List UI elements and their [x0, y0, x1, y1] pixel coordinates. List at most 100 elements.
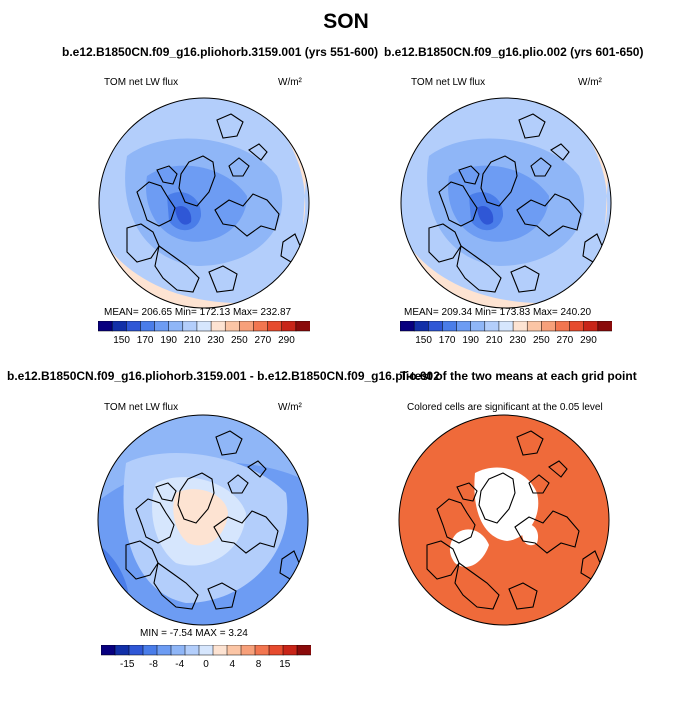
colorbar-segment [296, 645, 311, 656]
map-boundary [400, 97, 612, 309]
colorbar-tick-label: -8 [149, 659, 158, 670]
coastline [213, 510, 279, 554]
panel-3-colorbar: -15 -8 -4 0 4 8 15 [101, 645, 311, 670]
colorbar-segment [512, 321, 528, 332]
colorbar-segment [295, 321, 310, 332]
coastline [550, 143, 570, 161]
coastline [153, 562, 199, 610]
map-boundary [97, 414, 309, 626]
colorbar-segment [484, 321, 500, 332]
colorbar-segment [154, 321, 170, 332]
coastline [156, 165, 178, 185]
map-boundary [398, 414, 610, 626]
coastline [154, 245, 200, 293]
panel-3-title: b.e12.B1850CN.f09_g16.pliohorb.3159.001 … [7, 369, 440, 383]
panel-3-variable-label: TOM net LW flux [104, 402, 179, 413]
colorbar-segment [198, 645, 214, 656]
colorbar-tick-label: 210 [486, 335, 503, 346]
coastline [216, 113, 244, 139]
colorbar-tick-label: -15 [120, 659, 135, 670]
colorbar-segment [224, 321, 240, 332]
coastline [177, 472, 215, 524]
coastline [528, 474, 550, 494]
coastline [480, 155, 518, 207]
colorbar-segment [498, 321, 514, 332]
colorbar-segment [428, 321, 443, 332]
coastline [155, 482, 177, 502]
colorbar-tick-label: 0 [203, 659, 209, 670]
coastline [458, 165, 480, 185]
colorbar-tick-label: -4 [175, 659, 184, 670]
colorbar-segment [597, 321, 612, 332]
colorbar-segment [569, 321, 585, 332]
colorbar-segment [541, 321, 557, 332]
colorbar-segment [400, 321, 415, 332]
map-boundary [98, 97, 310, 309]
panel-4-note: Colored cells are significant at the 0.0… [407, 402, 603, 413]
coastline [248, 143, 268, 161]
colorbar-segment [470, 321, 486, 332]
colorbar-segment [140, 321, 156, 332]
colorbar-segment [210, 321, 226, 332]
colorbar-segment [281, 321, 297, 332]
colorbar-tick-label: 230 [207, 335, 224, 346]
panel-3-map [97, 414, 309, 626]
colorbar-tick-label: 4 [229, 659, 235, 670]
colorbar-tick-label: 290 [278, 335, 295, 346]
colorbar-segment [268, 645, 284, 656]
colorbar-tick-label: 250 [231, 335, 248, 346]
coastline [125, 540, 159, 580]
colorbar-segment [282, 645, 298, 656]
colorbar-tick-label: 170 [439, 335, 456, 346]
panel-1-map [98, 97, 310, 309]
colorbar-tick-label: 150 [113, 335, 130, 346]
colorbar-tick-label: 8 [256, 659, 262, 670]
colorbar-segment [526, 321, 542, 332]
colorbar-segment [212, 645, 228, 656]
panel-4-title: T-test of the two means at each grid poi… [400, 369, 637, 383]
coastline [516, 430, 544, 456]
colorbar-segment [114, 645, 130, 656]
nonsignificant-cells-patch [522, 524, 539, 546]
colorbar-segment [101, 645, 116, 656]
colorbar-segment [413, 321, 429, 332]
colorbar-segment [267, 321, 283, 332]
coastline [135, 498, 175, 544]
coastline [514, 510, 580, 554]
panel-2-colorbar: 150 170 190 210 230 250 270 290 [400, 321, 612, 346]
colorbar-tick-label: 210 [184, 335, 201, 346]
colorbar-tick-label: 270 [557, 335, 574, 346]
coastline [215, 430, 243, 456]
coastline [530, 157, 552, 177]
coastline [214, 193, 280, 237]
coastline [456, 482, 478, 502]
coastline [178, 155, 216, 207]
colorbar-segment [128, 645, 144, 656]
figure-title: SON [323, 10, 369, 33]
colorbar-tick-label: 190 [160, 335, 177, 346]
panel-3-units-label: W/m² [278, 402, 302, 413]
colorbar-segment [168, 321, 184, 332]
coastline [426, 540, 460, 580]
colorbar-segment [126, 321, 141, 332]
coastline [136, 181, 176, 227]
panel-2-map [400, 97, 612, 309]
colorbar-tick-label: 250 [533, 335, 550, 346]
panel-1-title: b.e12.B1850CN.f09_g16.pliohorb.3159.001 … [62, 45, 379, 59]
coastline [518, 113, 546, 139]
colorbar-tick-label: 290 [580, 335, 597, 346]
colorbar-segment [442, 321, 458, 332]
colorbar-segment [111, 321, 127, 332]
colorbar-segment [170, 645, 186, 656]
colorbar-segment [142, 645, 158, 656]
coastline [227, 474, 249, 494]
coastline [508, 582, 538, 610]
panel-1-units-label: W/m² [278, 77, 302, 88]
panel-2-units-label: W/m² [578, 77, 602, 88]
coastline [247, 460, 267, 478]
panel-2-stats: MEAN= 209.34 Min= 173.83 Max= 240.20 [404, 307, 592, 318]
nonsignificant-cells-arm [449, 529, 489, 567]
colorbar-tick-label: 190 [462, 335, 479, 346]
coastline [510, 265, 540, 293]
coastline [516, 193, 582, 237]
